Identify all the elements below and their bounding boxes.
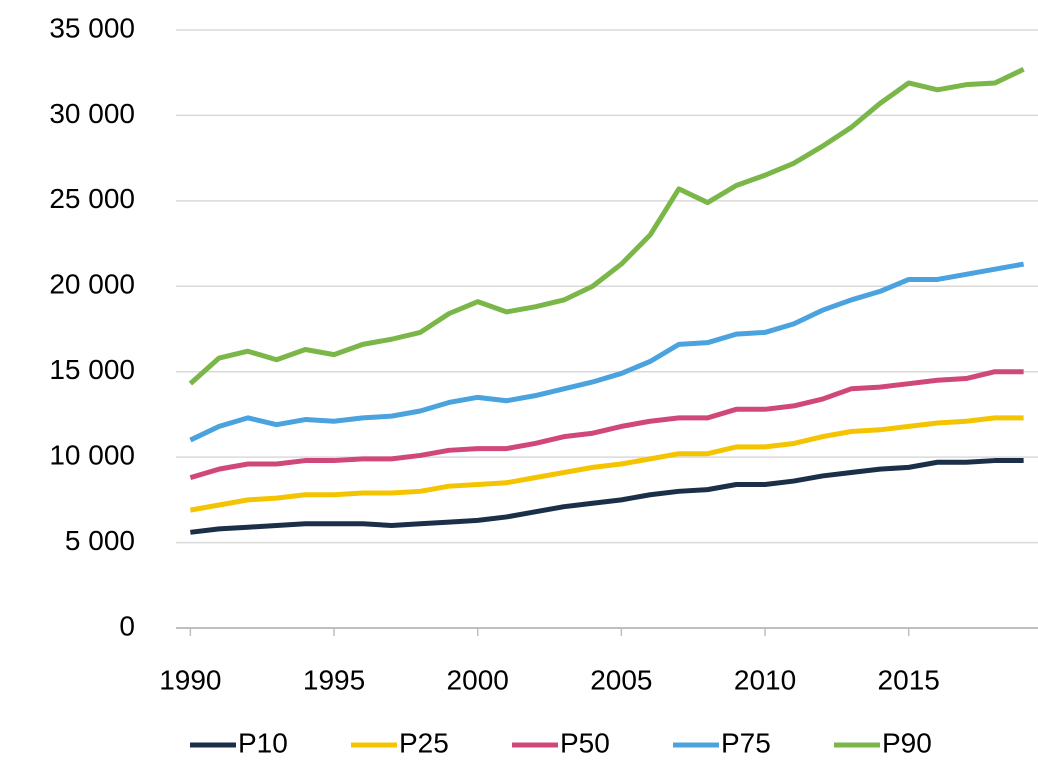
- series-line: [188, 67, 1025, 386]
- legend-label: P90: [882, 727, 932, 758]
- legend-label: P50: [560, 727, 610, 758]
- y-tick-label: 20 000: [49, 269, 135, 300]
- x-tick-label: 2005: [590, 664, 652, 695]
- x-tick-label: 1990: [159, 664, 221, 695]
- y-tick-label: 35 000: [49, 12, 135, 43]
- y-tick-label: 25 000: [49, 183, 135, 214]
- x-tick-label: 1995: [303, 664, 365, 695]
- x-tick-label: 2010: [734, 664, 796, 695]
- legend-label: P10: [238, 727, 288, 758]
- x-tick-label: 2015: [878, 664, 940, 695]
- series-line: [189, 261, 1025, 443]
- series-line: [189, 415, 1024, 513]
- y-tick-label: 0: [119, 610, 135, 641]
- y-tick-label: 5 000: [65, 525, 135, 556]
- y-tick-label: 15 000: [49, 354, 135, 385]
- y-tick-label: 10 000: [49, 440, 135, 471]
- legend-label: P75: [721, 727, 771, 758]
- series-line: [189, 369, 1024, 481]
- x-tick-label: 2000: [447, 664, 509, 695]
- legend-label: P25: [399, 727, 449, 758]
- y-tick-label: 30 000: [49, 98, 135, 129]
- series-line: [190, 458, 1024, 535]
